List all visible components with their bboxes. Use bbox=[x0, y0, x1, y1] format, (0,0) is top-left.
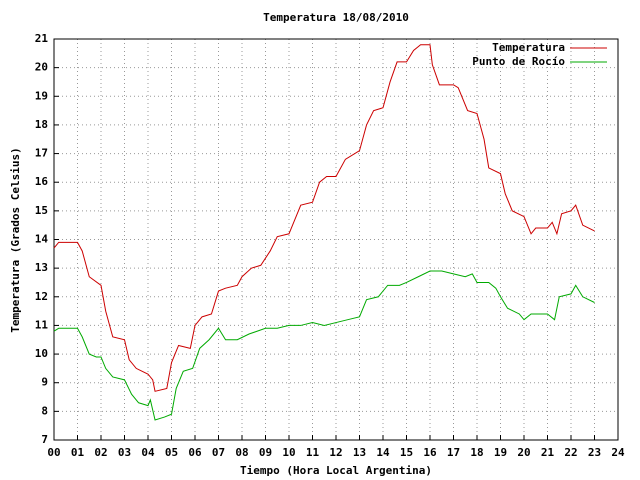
x-tick-label: 24 bbox=[611, 446, 625, 459]
x-tick-label: 04 bbox=[141, 446, 155, 459]
x-tick-label: 20 bbox=[517, 446, 530, 459]
y-tick-label: 16 bbox=[35, 175, 49, 188]
x-tick-label: 22 bbox=[564, 446, 577, 459]
y-tick-label: 17 bbox=[35, 147, 48, 160]
y-tick-label: 8 bbox=[41, 404, 48, 417]
x-tick-label: 16 bbox=[423, 446, 437, 459]
y-tick-label: 7 bbox=[41, 433, 48, 446]
y-tick-label: 18 bbox=[35, 118, 48, 131]
x-tick-label: 12 bbox=[329, 446, 342, 459]
y-tick-label: 10 bbox=[35, 347, 48, 360]
y-tick-label: 9 bbox=[41, 376, 48, 389]
legend-label: Temperatura bbox=[492, 41, 565, 54]
series-line bbox=[53, 270, 595, 421]
y-axis-label: Temperatura (Grados Celsius) bbox=[9, 147, 22, 332]
x-tick-label: 06 bbox=[188, 446, 202, 459]
x-tick-label: 05 bbox=[165, 446, 178, 459]
y-tick-label: 14 bbox=[35, 233, 49, 246]
x-tick-label: 17 bbox=[447, 446, 460, 459]
x-tick-label: 19 bbox=[494, 446, 507, 459]
series-line bbox=[53, 44, 595, 392]
x-axis-label: Tiempo (Hora Local Argentina) bbox=[240, 464, 432, 477]
x-tick-label: 18 bbox=[470, 446, 483, 459]
x-tick-label: 13 bbox=[353, 446, 366, 459]
y-tick-label: 12 bbox=[35, 290, 48, 303]
x-tick-label: 15 bbox=[400, 446, 413, 459]
x-tick-label: 08 bbox=[235, 446, 248, 459]
x-tick-label: 14 bbox=[376, 446, 390, 459]
x-tick-label: 10 bbox=[282, 446, 295, 459]
y-tick-label: 13 bbox=[35, 261, 48, 274]
chart-title: Temperatura 18/08/2010 bbox=[263, 11, 409, 24]
x-tick-label: 02 bbox=[94, 446, 107, 459]
y-tick-label: 19 bbox=[35, 89, 48, 102]
y-tick-label: 11 bbox=[35, 318, 49, 331]
x-tick-label: 03 bbox=[118, 446, 131, 459]
y-tick-label: 20 bbox=[35, 61, 48, 74]
x-tick-label: 00 bbox=[47, 446, 60, 459]
legend-label: Punto de Rocío bbox=[472, 55, 565, 68]
x-tick-label: 07 bbox=[212, 446, 225, 459]
x-tick-label: 01 bbox=[71, 446, 85, 459]
x-tick-label: 21 bbox=[541, 446, 555, 459]
x-tick-label: 23 bbox=[588, 446, 601, 459]
x-tick-label: 09 bbox=[259, 446, 272, 459]
y-tick-label: 15 bbox=[35, 204, 48, 217]
plot-frame bbox=[53, 38, 619, 441]
x-tick-label: 11 bbox=[306, 446, 320, 459]
y-tick-label: 21 bbox=[35, 32, 49, 45]
